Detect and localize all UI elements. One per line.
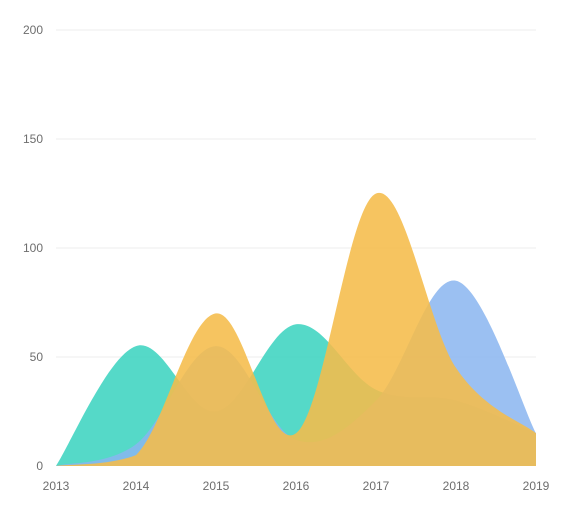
x-tick-label: 2015 xyxy=(203,479,230,493)
area-series-group xyxy=(56,192,536,467)
y-tick-label: 50 xyxy=(30,350,44,364)
y-axis-tick-labels: 0 50 100 150 200 xyxy=(23,23,43,473)
x-axis-tick-labels: 2013 2014 2015 2016 2017 2018 2019 xyxy=(43,479,550,493)
x-tick-label: 2019 xyxy=(523,479,550,493)
x-tick-label: 2016 xyxy=(283,479,310,493)
x-tick-label: 2017 xyxy=(363,479,390,493)
y-tick-label: 0 xyxy=(36,459,43,473)
x-tick-label: 2013 xyxy=(43,479,70,493)
y-tick-label: 200 xyxy=(23,23,43,37)
area-series-3 xyxy=(56,192,536,467)
y-tick-label: 100 xyxy=(23,241,43,255)
x-tick-label: 2014 xyxy=(123,479,150,493)
y-tick-label: 150 xyxy=(23,132,43,146)
x-tick-label: 2018 xyxy=(443,479,470,493)
